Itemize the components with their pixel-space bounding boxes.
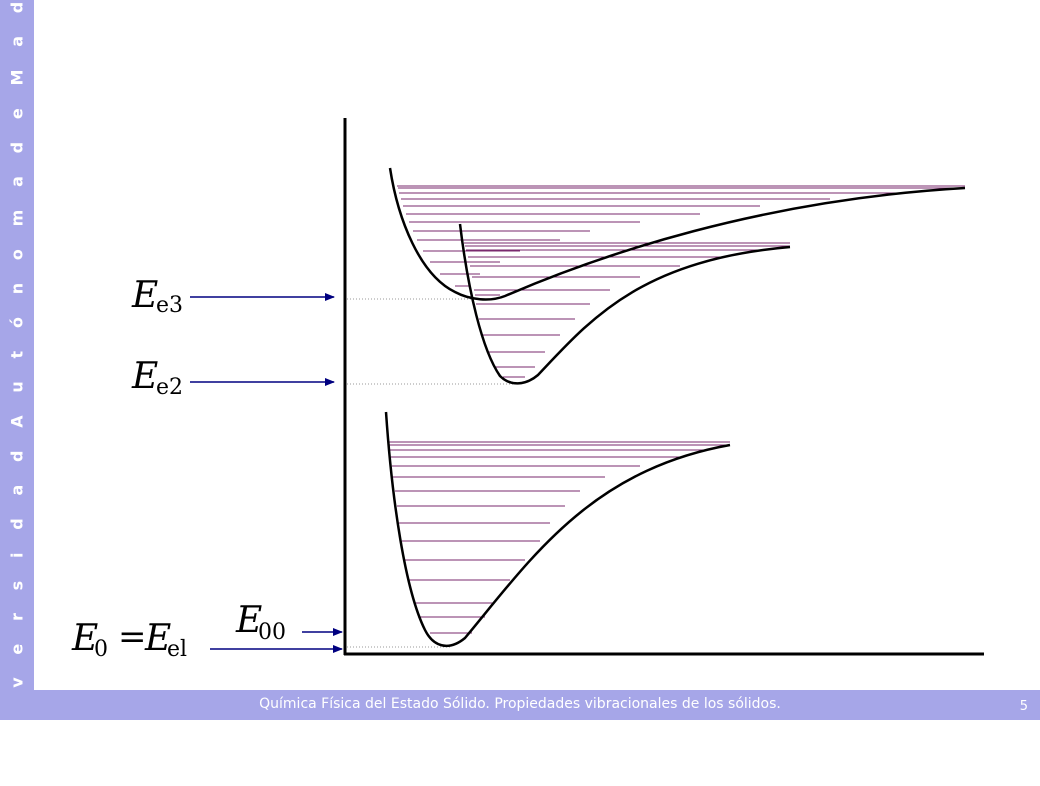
- label-el-sub: el: [167, 637, 187, 662]
- label-e00-main: E: [235, 600, 262, 641]
- sidebar-banner: U n i v e r s i d a d A u t ó n o m a d …: [0, 0, 34, 786]
- label-e3: E e3: [131, 275, 183, 318]
- potential-curve-e1: [384, 411, 731, 648]
- page-number: 5: [1019, 699, 1028, 714]
- label-e0-main: E: [71, 618, 98, 659]
- vibrational-levels-e1: [389, 441, 730, 634]
- label-e00-sub: 00: [258, 620, 286, 645]
- potential-curve-e3: [388, 167, 966, 301]
- label-e0-equals: =: [118, 617, 147, 657]
- label-e0-sub: 0: [94, 637, 108, 662]
- label-e00: E 00: [235, 600, 286, 645]
- footer-bar: Química Física del Estado Sólido. Propie…: [0, 690, 1040, 720]
- label-e3-sub: e3: [156, 293, 183, 318]
- label-e2: E e2: [131, 356, 183, 400]
- label-e2-sub: e2: [156, 375, 183, 400]
- potential-energy-diagram: E e3 E e2 E 00 E 0 = E el: [71, 118, 984, 662]
- label-el-main: E: [144, 618, 171, 659]
- footer-title: Química Física del Estado Sólido. Propie…: [259, 696, 781, 712]
- vibrational-levels-e2: [464, 242, 790, 378]
- vibrational-levels-e3: [397, 185, 965, 296]
- label-e0-equals-el: E 0 = E el: [71, 617, 187, 662]
- potential-curve-e2: [458, 223, 791, 385]
- label-e2-main: E: [131, 356, 158, 397]
- label-e3-main: E: [131, 275, 158, 316]
